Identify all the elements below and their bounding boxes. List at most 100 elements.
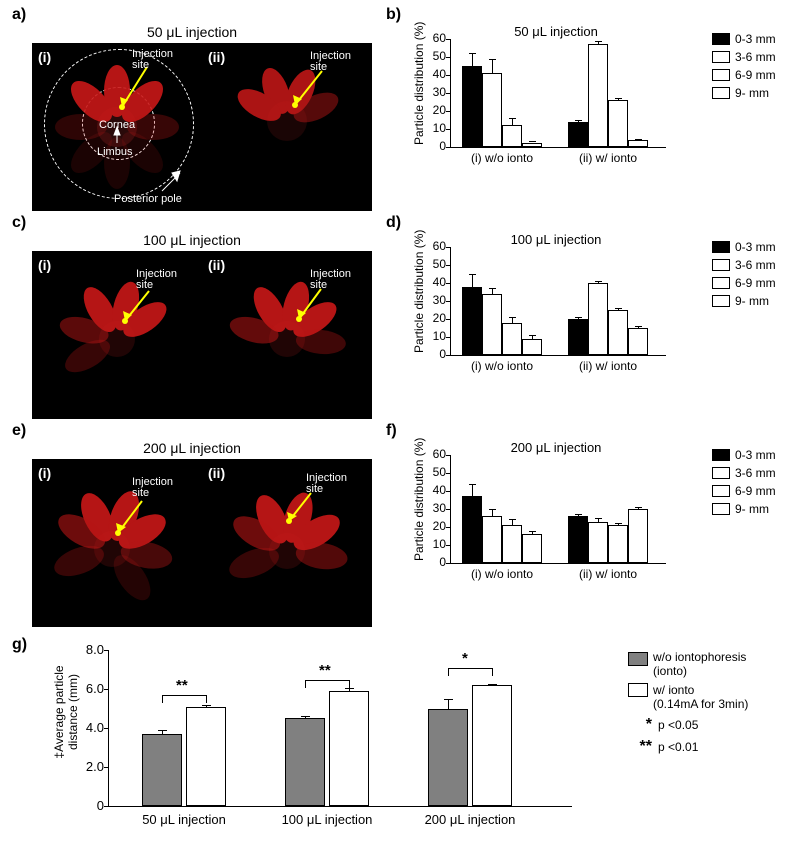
bar: [608, 310, 628, 355]
chart-g: 02.04.06.08.0‡Average particledistance (…: [52, 650, 582, 850]
legend-label: 3-6 mm: [735, 50, 776, 64]
bar: [285, 718, 325, 806]
x-group-label: 200 μL injection: [410, 812, 530, 827]
legend-label: 6-9 mm: [735, 484, 776, 498]
posterior-pole-label: Posterior pole: [114, 193, 182, 205]
y-tick: 0: [74, 798, 104, 813]
bar: [568, 319, 588, 355]
panel-a-image: (i) Injection site Cornea Limbus Posteri…: [32, 43, 372, 211]
legend-item: 6-9 mm: [712, 276, 776, 290]
legend-swatch: [712, 295, 730, 307]
legend-item: w/ ionto (0.14mA for 3min): [628, 683, 748, 712]
sig-symbol: **: [628, 738, 652, 756]
legend-item: 3-6 mm: [712, 466, 776, 480]
x-group-label: (ii) w/ ionto: [562, 567, 654, 581]
x-group-label: 100 μL injection: [267, 812, 387, 827]
bar: [588, 283, 608, 355]
sig-symbol: *: [628, 716, 652, 734]
legend-label: 9- mm: [735, 86, 769, 100]
sig-legend-item: * p <0.05: [628, 716, 748, 734]
panel-g-label: g): [12, 636, 27, 653]
panel-e: e) 200 μL injection: [12, 422, 372, 627]
panel-a-title: 50 μL injection: [12, 24, 372, 40]
legend-item: 3-6 mm: [712, 50, 776, 64]
y-axis-label: ‡Average particledistance (mm): [52, 634, 80, 790]
bar: [462, 287, 482, 355]
legend-item: 0-3 mm: [712, 448, 776, 462]
legend-label: 0-3 mm: [735, 32, 776, 46]
legend-swatch: [712, 259, 730, 271]
bar: [502, 323, 522, 355]
bar: [628, 140, 648, 147]
bar: [588, 522, 608, 563]
x-group-label: (i) w/o ionto: [456, 151, 548, 165]
cornea-label: Cornea: [99, 119, 135, 131]
legend-swatch: [712, 503, 730, 515]
legend-swatch: [712, 33, 730, 45]
bar: [482, 294, 502, 355]
panel-c-sub-i: (i): [38, 257, 51, 273]
dist-legend: 0-3 mm 3-6 mm 6-9 mm 9- mm: [712, 32, 776, 104]
bar: [482, 73, 502, 147]
panel-c-image: (i) Injection site: [32, 251, 372, 419]
y-axis-label: Particle distribution (%): [412, 438, 426, 561]
panel-e-image: (i) Injection site: [32, 459, 372, 627]
sig-text: p <0.05: [658, 718, 698, 732]
panel-c-label: c): [12, 214, 26, 231]
legend-swatch: [628, 683, 648, 697]
g-legend: w/o iontophoresis (ionto) w/ ionto (0.14…: [628, 650, 748, 760]
panel-c-sub-ii: (ii): [208, 257, 225, 273]
legend-item: 9- mm: [712, 86, 776, 100]
x-group-label: (i) w/o ionto: [456, 359, 548, 373]
panel-a-sub-ii: (ii): [208, 49, 225, 65]
chart-f: 0102030405060Particle distribution (%)(i…: [406, 455, 686, 620]
legend-item: w/o iontophoresis (ionto): [628, 650, 748, 679]
panel-d-label: d): [386, 214, 401, 231]
legend-item: 6-9 mm: [712, 484, 776, 498]
chart-d: 0102030405060Particle distribution (%)(i…: [406, 247, 686, 412]
bar: [186, 707, 226, 806]
bar: [482, 516, 502, 563]
bar: [502, 125, 522, 147]
panel-f-label: f): [386, 422, 397, 439]
panel-e-title: 200 μL injection: [12, 440, 372, 456]
panel-e-sub-i: (i): [38, 465, 51, 481]
legend-item: 6-9 mm: [712, 68, 776, 82]
bar: [588, 44, 608, 147]
x-group-label: (ii) w/ ionto: [562, 151, 654, 165]
legend-swatch: [712, 69, 730, 81]
bar: [628, 328, 648, 355]
bar: [522, 534, 542, 563]
legend-label: 3-6 mm: [735, 466, 776, 480]
bar: [522, 143, 542, 148]
injection-site-label: Injection site: [132, 477, 173, 499]
legend-swatch: [628, 652, 648, 666]
sig-star: *: [462, 650, 468, 667]
legend-label: 0-3 mm: [735, 240, 776, 254]
x-group-label: (i) w/o ionto: [456, 567, 548, 581]
panel-a-sub-i: (i): [38, 49, 51, 65]
dist-legend: 0-3 mm 3-6 mm 6-9 mm 9- mm: [712, 240, 776, 312]
legend-label: 6-9 mm: [735, 276, 776, 290]
y-axis-label: Particle distribution (%): [412, 230, 426, 353]
eye-flower-icon: [32, 459, 202, 627]
bar: [462, 496, 482, 563]
legend-swatch: [712, 51, 730, 63]
panel-a: a) 50 μL injection: [12, 6, 372, 211]
bar: [608, 525, 628, 563]
sig-text: p <0.01: [658, 740, 698, 754]
chart-b: 0102030405060Particle distribution (%)(i…: [406, 39, 686, 204]
legend-label: 3-6 mm: [735, 258, 776, 272]
bar: [568, 122, 588, 147]
legend-label: w/ ionto (0.14mA for 3min): [653, 683, 748, 712]
sig-legend-item: ** p <0.01: [628, 738, 748, 756]
dist-legend: 0-3 mm 3-6 mm 6-9 mm 9- mm: [712, 448, 776, 520]
sig-star: **: [176, 677, 188, 694]
legend-swatch: [712, 449, 730, 461]
injection-site-label: Injection site: [136, 269, 177, 291]
injection-site-label: Injection site: [310, 269, 351, 291]
legend-item: 3-6 mm: [712, 258, 776, 272]
bar: [608, 100, 628, 147]
legend-item: 0-3 mm: [712, 240, 776, 254]
legend-label: 9- mm: [735, 294, 769, 308]
